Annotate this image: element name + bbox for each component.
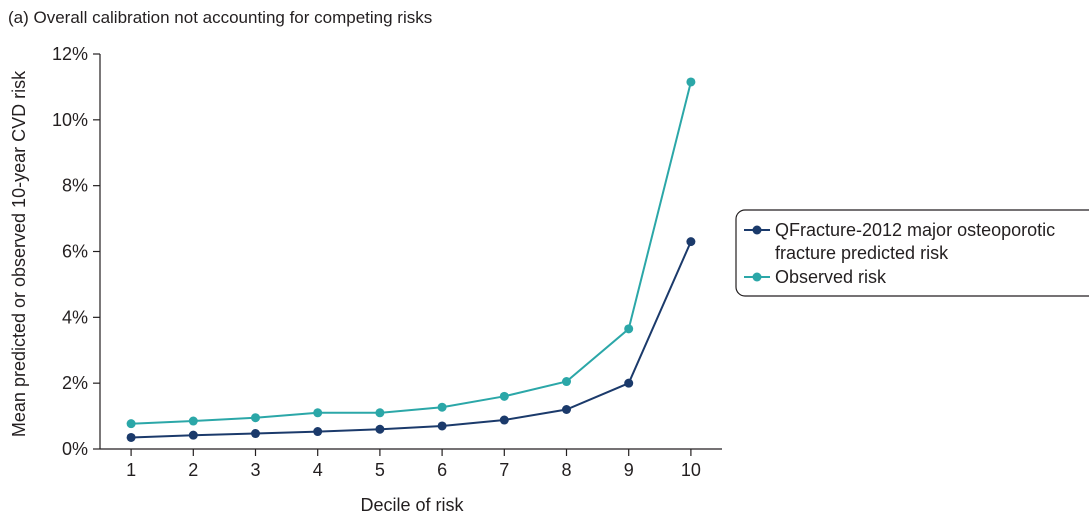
data-point <box>251 413 260 423</box>
legend-label: QFracture-2012 major osteoporotic <box>775 220 1055 240</box>
data-point <box>437 421 447 431</box>
data-point <box>624 378 634 388</box>
data-point <box>499 415 509 425</box>
series-layer <box>126 77 696 442</box>
x-tick-label: 8 <box>561 460 571 480</box>
x-tick-label: 2 <box>188 460 198 480</box>
data-point <box>686 237 696 247</box>
data-point <box>437 402 447 412</box>
legend-box <box>735 209 1089 297</box>
y-tick-label: 10% <box>52 110 88 130</box>
x-axis-title: Decile of risk <box>360 495 464 515</box>
data-point <box>375 408 385 418</box>
data-point <box>126 419 136 429</box>
y-tick-label: 8% <box>62 176 88 196</box>
chart-title: (a) Overall calibration not accounting f… <box>8 8 433 27</box>
data-point <box>251 429 260 439</box>
x-tick-label: 6 <box>437 460 447 480</box>
series-line <box>131 81 692 425</box>
data-point <box>126 432 136 442</box>
data-point <box>562 377 571 387</box>
data-point <box>188 416 198 426</box>
data-point <box>686 77 696 87</box>
data-point <box>375 424 385 434</box>
legend-label: Observed risk <box>775 267 887 287</box>
legend-marker <box>752 225 762 235</box>
legend-marker <box>752 272 762 282</box>
legend: QFracture-2012 major osteoporotic fractur… <box>735 209 1089 297</box>
x-tick-label: 1 <box>126 460 136 480</box>
axes: 0% 2% 4% 6% 8% 10% 12% 1 2 3 4 5 6 7 8 9 10 <box>52 44 722 480</box>
data-point <box>624 324 634 334</box>
data-point <box>313 408 323 418</box>
data-point <box>188 430 198 440</box>
series-line <box>131 241 692 439</box>
y-axis-title: Mean predicted or observed 10-year CVD r… <box>9 70 29 437</box>
x-tick-label: 3 <box>250 460 260 480</box>
data-point <box>499 391 509 401</box>
x-tick-label: 9 <box>624 460 634 480</box>
x-tick-label: 4 <box>313 460 323 480</box>
data-point <box>562 405 571 414</box>
x-tick-label: 7 <box>499 460 509 480</box>
x-tick-label: 10 <box>681 460 701 480</box>
y-tick-label: 6% <box>62 242 88 262</box>
y-tick-label: 2% <box>62 373 88 393</box>
legend-label: fracture predicted risk <box>775 243 949 263</box>
data-point <box>313 427 323 437</box>
x-tick-label: 5 <box>375 460 385 480</box>
y-tick-label: 12% <box>52 44 88 64</box>
y-tick-label: 0% <box>62 439 88 459</box>
y-tick-label: 4% <box>62 307 88 327</box>
